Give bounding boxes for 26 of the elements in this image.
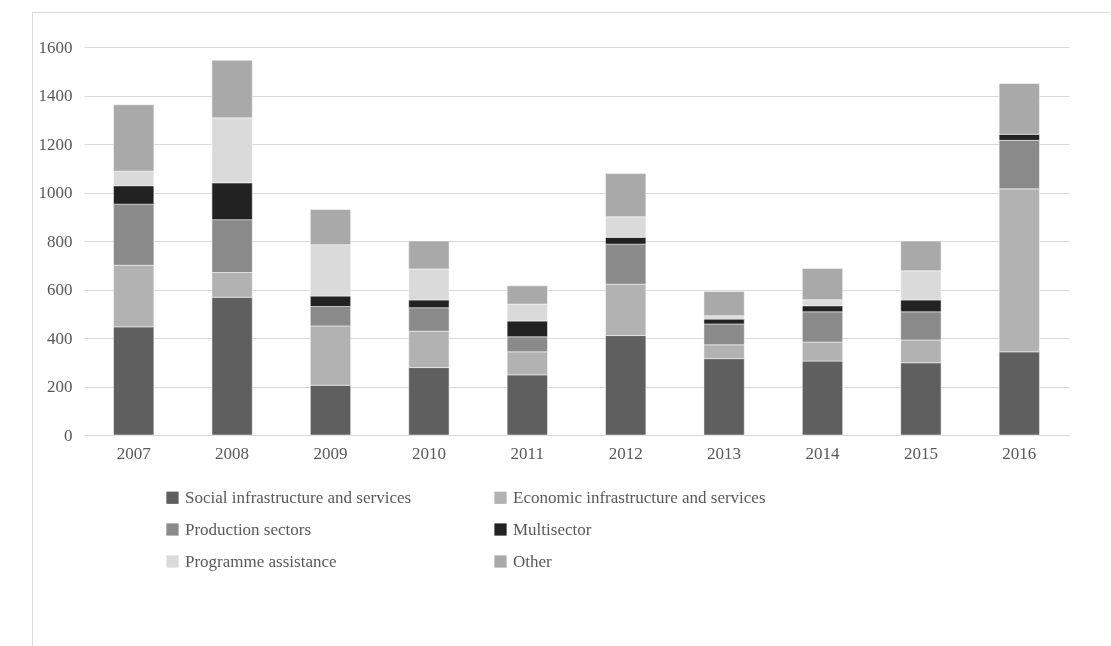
x-tick-label: 2012 [608, 443, 643, 463]
y-tick-label: 1200 [38, 134, 73, 154]
x-tick-label: 2008 [215, 443, 250, 463]
x-tick-label: 2010 [411, 443, 446, 463]
y-tick-label: 1600 [38, 37, 73, 57]
x-tick-label: 2015 [903, 443, 938, 463]
bar [703, 291, 745, 316]
x-tick-label: 2016 [1002, 443, 1037, 463]
legend-label: Production sectors [185, 519, 312, 539]
x-tick-label: 2013 [707, 443, 742, 463]
legend-label: Programme assistance [185, 551, 337, 571]
x-tick-label: 2007 [116, 443, 152, 463]
y-tick-label: 0 [64, 425, 73, 445]
x-tick-label: 2009 [313, 443, 348, 463]
y-tick-label: 200 [47, 377, 73, 396]
y-tick-label: 400 [47, 328, 73, 348]
y-tick-label: 1400 [38, 86, 73, 105]
legend-label: Social infrastructure and services [185, 487, 412, 507]
x-tick-label: 2014 [805, 443, 840, 463]
x-tick-label: 2011 [510, 443, 544, 463]
y-tick-label: 1000 [38, 183, 73, 202]
y-tick-label: 800 [47, 231, 73, 251]
legend-label: Other [513, 551, 553, 571]
y-tick-label: 600 [47, 280, 73, 299]
legend-label: Multisector [513, 519, 592, 539]
legend-label: Economic infrastructure and services [513, 487, 766, 507]
